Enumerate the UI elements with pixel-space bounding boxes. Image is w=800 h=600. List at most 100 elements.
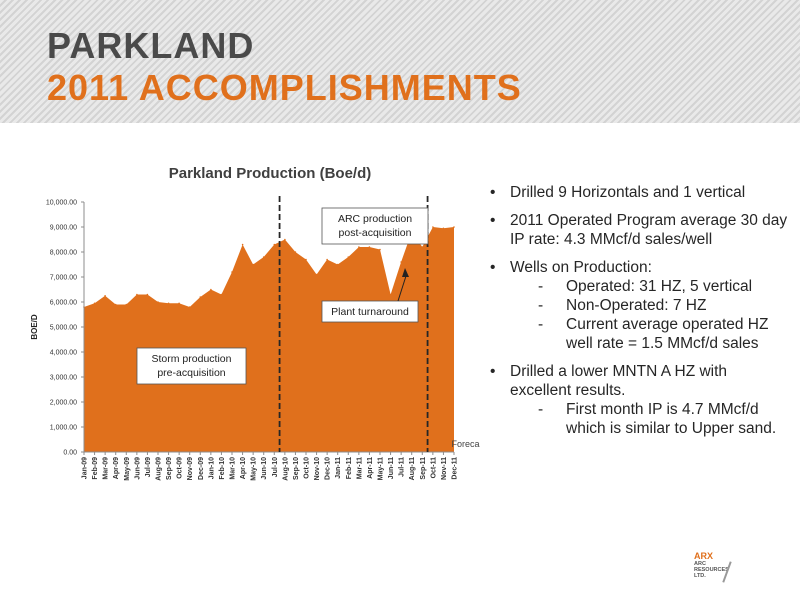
x-tick-label: Dec-11 (452, 457, 459, 480)
sub-bullet-dash: - (538, 401, 544, 418)
x-tick-label: Jul-10 (272, 457, 279, 477)
data-point (368, 246, 371, 248)
x-tick-label: Mar-11 (356, 457, 363, 479)
data-point (379, 248, 381, 251)
bullet-item: • Wells on Production: - Operated: 31 HZ, 5… (482, 258, 792, 353)
bullet-dot: • (490, 184, 496, 201)
bullet-dot: • (490, 212, 496, 229)
x-tick-label: Dec-10 (325, 457, 332, 480)
data-point (294, 251, 297, 253)
x-tick-label: Jan-09 (82, 457, 89, 479)
data-point (262, 256, 265, 258)
storm-annotation-box (136, 347, 247, 385)
bullet-list: • Drilled 9 Horizontals and 1 vertical • 20… (482, 183, 792, 447)
plant-arrow-head (402, 268, 409, 277)
storm-annotation-text: Storm production (152, 353, 232, 365)
x-tick-label: Feb-09 (92, 457, 99, 480)
slide-title-line2: 2011 ACCOMPLISHMENTS (47, 67, 522, 108)
x-tick-label: Sep-11 (420, 457, 427, 480)
data-point (358, 246, 360, 248)
y-tick-label: 3,000.00 (50, 375, 77, 382)
data-point (453, 226, 455, 228)
y-tick-label: 2,000.00 (50, 400, 77, 407)
sub-bullet-dash: - (538, 278, 544, 295)
chart-title: Parkland Production (Boe/d) (169, 165, 372, 182)
y-tick-label: 1,000.00 (50, 425, 77, 432)
bullet-dot: • (490, 363, 496, 380)
data-point (178, 302, 180, 305)
slide-title-line1: PARKLAND (47, 25, 255, 66)
data-point (389, 293, 392, 296)
x-tick-label: Jul-09 (145, 457, 152, 477)
data-point (442, 227, 445, 230)
data-point (188, 306, 191, 308)
arc-annotation-text: post-acquisition (339, 227, 412, 239)
plant-annotation-box (321, 300, 419, 323)
x-tick-label: Feb-10 (219, 457, 226, 480)
x-tick-label: Apr-10 (240, 457, 247, 479)
data-point (421, 246, 424, 248)
x-tick-label: Mar-10 (230, 457, 237, 480)
x-tick-label: Jan-11 (335, 457, 342, 479)
x-tick-label: Jun-10 (261, 457, 268, 480)
data-point (146, 293, 149, 296)
x-tick-label: May-09 (124, 457, 131, 481)
data-point (273, 243, 276, 246)
bullet-item: • 2011 Operated Program average 30 day IP… (482, 211, 792, 249)
bullet-dot: • (490, 259, 496, 276)
sub-bullet-item: - First month IP is 4.7 MMcf/d which is s… (510, 400, 792, 438)
logo-mark: ARX (694, 551, 714, 561)
data-point (305, 258, 307, 261)
bullet-text: Wells on Production: (510, 259, 652, 276)
sub-bullet-item: - Non-Operated: 7 HZ (510, 296, 792, 315)
data-point (157, 301, 159, 303)
y-tick-label: 0.00 (63, 450, 77, 457)
bullet-text: 2011 Operated Program average 30 day IP … (510, 212, 788, 248)
bullet-item: • Drilled a lower MNTN A HZ with excellen… (482, 362, 792, 438)
y-tick-label: 7,000.00 (50, 275, 77, 282)
storm-annotation-text: pre-acquisition (157, 367, 225, 379)
arc-annotation-box (321, 207, 429, 245)
y-tick-label: 8,000.00 (50, 250, 77, 257)
x-tick-label: Oct-11 (430, 457, 437, 479)
y-tick-label: 5,000.00 (50, 325, 77, 332)
y-tick-label: 6,000.00 (50, 300, 77, 307)
header-band: PARKLAND 2011 ACCOMPLISHMENTS (0, 0, 800, 123)
data-point (167, 302, 170, 305)
data-point (347, 256, 350, 258)
sub-bullet-item: - Operated: 31 HZ, 5 vertical (510, 277, 792, 296)
arx-logo: ARX ARC RESOURCES LTD. (694, 551, 742, 583)
x-tick-label: Nov-10 (314, 457, 321, 480)
data-point (336, 263, 339, 266)
data-point (241, 243, 244, 246)
plant-arrow-line (397, 275, 407, 302)
sub-bullet-text: Operated: 31 HZ, 5 vertical (566, 278, 753, 295)
x-tick-label: Feb-11 (346, 457, 353, 479)
data-point (432, 226, 434, 228)
forecast-label: Forecast (451, 439, 480, 449)
x-tick-label: Aug-09 (156, 457, 163, 481)
bullet-text: Drilled 9 Horizontals and 1 vertical (510, 184, 746, 201)
x-tick-label: Mar-09 (103, 457, 110, 480)
x-tick-label: Aug-10 (282, 457, 289, 481)
data-point (210, 288, 212, 291)
sub-bullet-text: First month IP is 4.7 MMcf/d which is si… (566, 401, 777, 437)
x-tick-label: Jun-09 (134, 457, 141, 480)
production-chart: Parkland Production (Boe/d) 0.00 1,000.00 2… (30, 165, 480, 481)
sub-bullet-item: - Current average operated HZ well rate =… (510, 315, 792, 353)
x-tick-label: Nov-09 (187, 457, 194, 480)
x-tick-label: Apr-09 (113, 457, 120, 479)
x-tick-label: Oct-09 (177, 457, 184, 479)
x-tick-label: Aug-11 (409, 457, 416, 480)
production-area (84, 227, 454, 452)
plant-annotation-text: Plant turnaround (331, 306, 409, 318)
data-point (326, 258, 328, 261)
x-tick-label: Sep-10 (293, 457, 300, 480)
sub-bullet-text: Current average operated HZ well rate = … (566, 316, 769, 352)
x-tick-label: Jul-11 (399, 457, 406, 477)
x-tick-label: Jan-10 (208, 457, 215, 479)
y-tick-label: 10,000.00 (46, 200, 77, 207)
data-point (315, 273, 318, 276)
x-tick-label: May-10 (251, 457, 258, 481)
data-point (231, 271, 233, 273)
